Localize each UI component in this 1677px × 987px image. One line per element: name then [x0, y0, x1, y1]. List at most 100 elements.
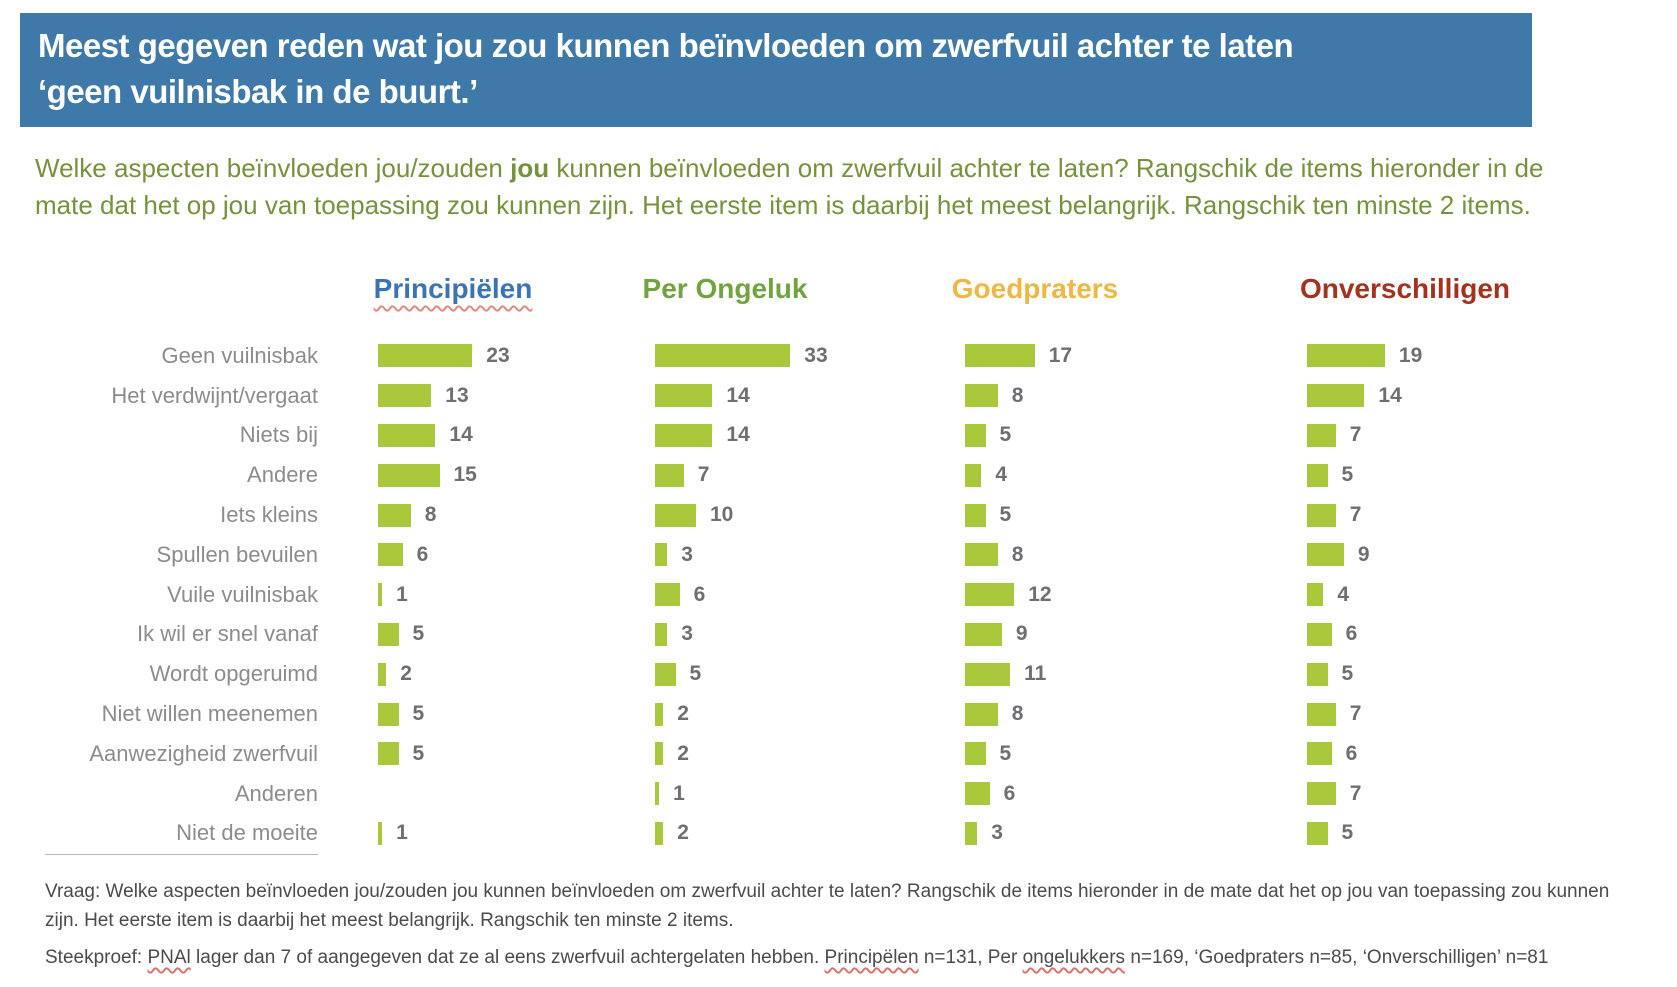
text-part: Steekproef:: [45, 947, 148, 968]
misspelled-word: PNAl: [147, 947, 191, 968]
bar: [965, 423, 986, 447]
bar-value: 9: [1015, 622, 1028, 646]
bar-row: 6: [1307, 734, 1607, 774]
bar-value: 7: [697, 463, 710, 487]
bar-value: 5: [999, 741, 1012, 765]
bar: [655, 742, 664, 766]
bar-value: 8: [1011, 702, 1024, 726]
bar: [1307, 344, 1385, 368]
bar: [965, 384, 998, 408]
bar: [965, 742, 986, 766]
bar: [378, 821, 383, 845]
bar-value: 4: [1337, 582, 1350, 606]
bar-value: 2: [677, 702, 689, 726]
bar: [378, 702, 399, 726]
bar: [655, 423, 713, 447]
bar: [655, 543, 668, 567]
bar: [378, 384, 432, 408]
bar-row: 8: [965, 535, 1265, 575]
label-row: Niet de moeite: [0, 814, 318, 854]
bar: [655, 622, 668, 646]
bar: [1307, 503, 1336, 527]
category-label: Niet de moeite: [176, 820, 318, 846]
title-banner: Meest gegeven reden wat jou zou kunnen b…: [20, 13, 1532, 127]
bar-value: 23: [486, 343, 510, 367]
bar-row: 1: [655, 774, 955, 814]
bar-row: 6: [1307, 615, 1607, 655]
bar-value: 11: [1024, 662, 1047, 686]
label-row: Niet willen meenemen: [0, 694, 318, 734]
bar-row: 15: [378, 455, 678, 495]
bar-value: 1: [396, 821, 408, 845]
text-part: kunnen beïnvloeden om zwerfvuil achter t…: [35, 153, 1544, 220]
bar-row: 7: [1307, 416, 1607, 456]
bar: [378, 583, 383, 607]
bar-row: [378, 774, 678, 814]
bar: [965, 782, 990, 806]
category-label: Geen vuilnisbak: [161, 342, 318, 368]
bar: [1307, 742, 1332, 766]
bar: [655, 662, 676, 686]
bar-row: 17: [965, 336, 1265, 376]
category-label: Niet willen meenemen: [101, 701, 318, 727]
bar-value: 6: [416, 542, 429, 566]
bar: [1307, 702, 1336, 726]
bar-row: 14: [378, 416, 678, 456]
bar: [655, 463, 684, 487]
category-label: Andere: [247, 462, 318, 488]
bar-value: 5: [999, 423, 1012, 447]
bar-row: 7: [1307, 694, 1607, 734]
bar-row: 4: [965, 455, 1265, 495]
bar-row: 6: [378, 535, 678, 575]
bar-value: 1: [396, 582, 408, 606]
bar-row: 10: [655, 495, 955, 535]
bar-value: 6: [1345, 622, 1358, 646]
bar-column-principi-len: 23 13 14 15 8 6 1 5 2 5 5 1: [378, 336, 678, 853]
bar-value: 7: [1349, 423, 1362, 447]
bar: [965, 702, 998, 726]
category-label: Wordt opgeruimd: [149, 661, 318, 687]
bar-row: 33: [655, 336, 955, 376]
bar-value: 13: [445, 383, 469, 407]
intro-text: Welke aspecten beïnvloeden jou/zouden jo…: [35, 150, 1550, 224]
bar-row: 8: [965, 694, 1265, 734]
bar: [1307, 583, 1324, 607]
bar-row: 7: [655, 455, 955, 495]
category-label: Vuile vuilnisbak: [167, 581, 318, 607]
bar-row: 5: [655, 654, 955, 694]
title-line-1: Meest gegeven reden wat jou zou kunnen b…: [38, 27, 1294, 64]
category-label: Anderen: [234, 780, 318, 806]
bar-row: 14: [655, 376, 955, 416]
bar: [378, 742, 399, 766]
bar: [1307, 384, 1365, 408]
label-separator-line: [45, 854, 318, 855]
category-label: Spullen bevuilen: [156, 541, 318, 567]
bar-row: 5: [378, 694, 678, 734]
bar-value: 2: [677, 741, 689, 765]
bar: [1307, 423, 1336, 447]
bar: [655, 503, 696, 527]
bar-value: 2: [400, 662, 412, 686]
bar: [378, 503, 411, 527]
bar-row: 3: [655, 615, 955, 655]
bar-row: 23: [378, 336, 678, 376]
bar: [965, 543, 998, 567]
bar-value: 3: [991, 821, 1003, 845]
bar: [965, 662, 1011, 686]
bar: [1307, 622, 1332, 646]
bar-value: 7: [1349, 503, 1362, 527]
label-row: Het verdwijnt/vergaat: [0, 376, 318, 416]
bar-value: 8: [1011, 383, 1024, 407]
bar: [1307, 782, 1336, 806]
bar-row: 5: [378, 734, 678, 774]
bar: [655, 782, 660, 806]
bar-column-per-ongeluk: 33 14 14 7 10 3 6 3 5 2 2 1 2: [655, 336, 955, 853]
sample-footnote: Steekproef: PNAl lager dan 7 of aangegev…: [45, 944, 1635, 973]
bar: [965, 583, 1015, 607]
bar-row: 1: [378, 575, 678, 615]
bar: [965, 503, 986, 527]
bar: [655, 702, 664, 726]
bar-value: 7: [1349, 781, 1362, 805]
bar-value: 5: [999, 503, 1012, 527]
